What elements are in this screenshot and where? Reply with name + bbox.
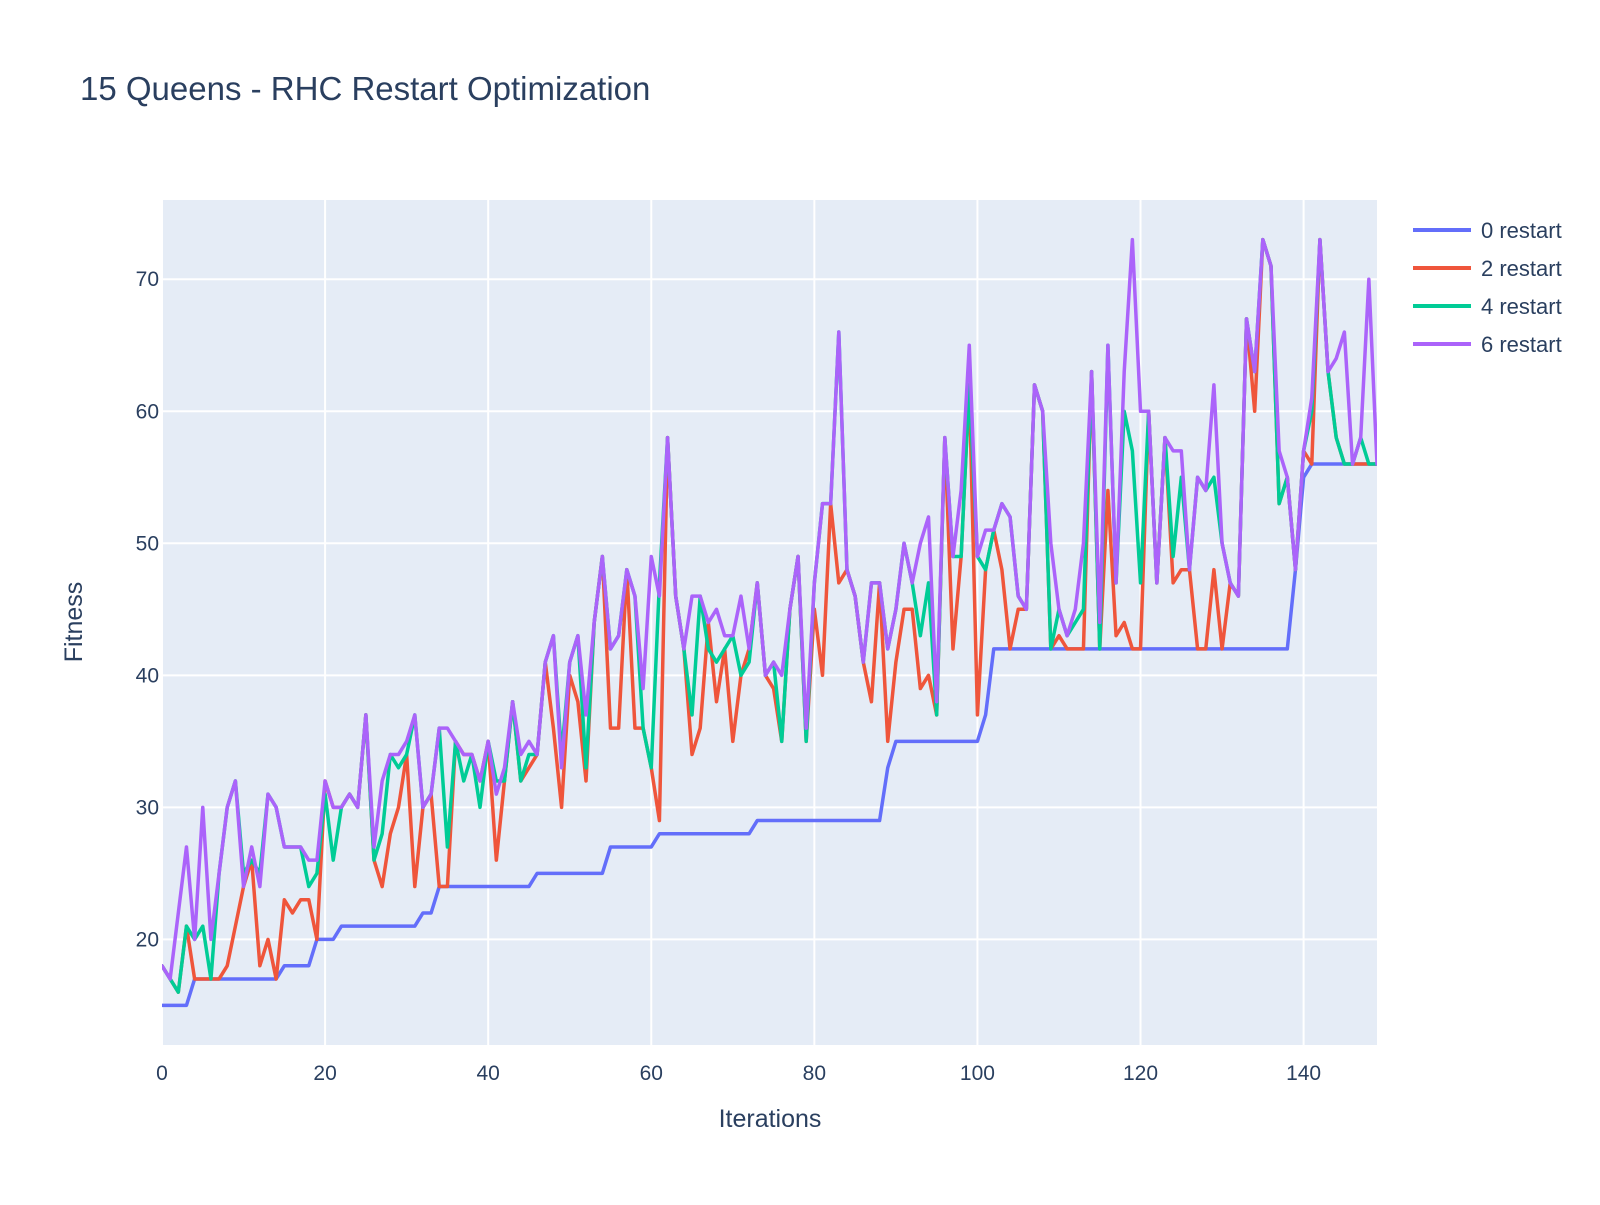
y-tick-label: 60 (136, 400, 159, 423)
series-lines (162, 237, 1377, 1008)
x-tick-label: 20 (313, 1062, 336, 1085)
legend-label: 0 restart (1481, 218, 1562, 243)
x-tick-label: 100 (960, 1062, 995, 1085)
legend-item-2-restart[interactable]: 2 restart (1413, 256, 1562, 281)
legend-label: 6 restart (1481, 332, 1562, 357)
chart-title: 15 Queens - RHC Restart Optimization (80, 70, 650, 107)
x-axis-title: Iterations (719, 1105, 822, 1133)
legend-label: 4 restart (1481, 294, 1562, 319)
y-tick-label: 20 (136, 928, 159, 951)
x-tick-label: 80 (803, 1062, 826, 1085)
y-tick-label: 40 (136, 664, 159, 687)
legend-item-6-restart[interactable]: 6 restart (1413, 332, 1562, 357)
x-tick-label: 120 (1123, 1062, 1158, 1085)
plot-area (162, 200, 1377, 1045)
x-tick-label: 40 (476, 1062, 499, 1085)
y-tick-label: 70 (136, 268, 159, 291)
y-tick-label: 30 (136, 796, 159, 819)
legend[interactable]: 0 restart 2 restart 4 restart 6 restart (1413, 218, 1562, 357)
x-tick-label: 140 (1286, 1062, 1321, 1085)
legend-item-0-restart[interactable]: 0 restart (1413, 218, 1562, 243)
x-tick-label: 0 (156, 1062, 168, 1085)
x-tick-label: 60 (640, 1062, 663, 1085)
y-axis-title: Fitness (60, 582, 88, 663)
legend-item-4-restart[interactable]: 4 restart (1413, 294, 1562, 319)
y-tick-label: 50 (136, 532, 159, 555)
series-line-6-restart (162, 237, 1377, 981)
legend-label: 2 restart (1481, 256, 1562, 281)
tick-labels: 0 20 40 60 80 100 120 140 20 30 40 50 60 70 (136, 268, 1321, 1085)
series-line-0-restart (162, 462, 1377, 1008)
